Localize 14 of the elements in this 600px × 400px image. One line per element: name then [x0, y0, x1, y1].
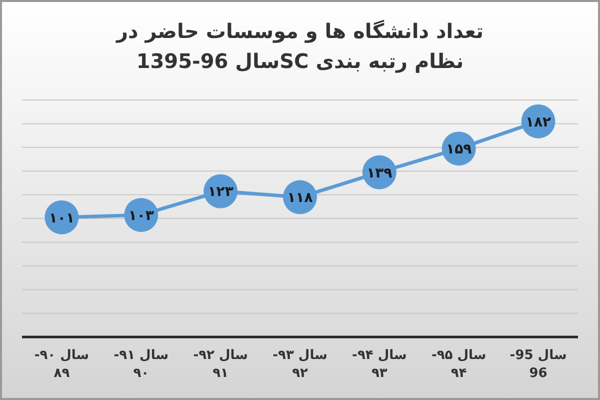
- chart-title: تعداد دانشگاه ها و موسسات حاضر در نظام رتبه بندی SCسال 96-1395: [115, 19, 484, 73]
- data-label: ۱۸۲: [525, 114, 552, 130]
- data-label: ۱۵۹: [446, 142, 472, 158]
- x-tick-label: سال ۹۲-۹۱: [193, 348, 248, 381]
- data-label: ۱۱۸: [287, 190, 314, 206]
- x-tick-label: سال ۹۰-۸۹: [34, 348, 90, 381]
- data-label: ۱۳۹: [366, 165, 393, 182]
- data-label: ۱۰۳: [128, 208, 154, 224]
- x-tick-label: سال ۹۱-۹۰: [114, 348, 169, 381]
- x-tick-label: سال ۹۵-۹۴: [431, 348, 486, 381]
- data-label: ۱۰۱: [48, 210, 75, 226]
- x-tick-label: سال ۹۴-۹۳: [352, 348, 407, 381]
- data-label: ۱۲۳: [208, 184, 234, 200]
- x-tick-label: سال ۹۳-۹۲: [272, 348, 328, 381]
